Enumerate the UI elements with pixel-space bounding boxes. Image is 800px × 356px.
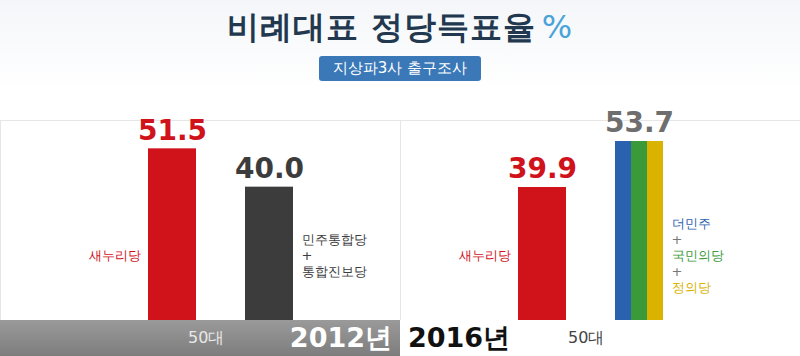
- svg-text:정의당: 정의당: [672, 280, 711, 295]
- html-text:50대: 50대: [188, 328, 225, 347]
- svg-text:40.0: 40.0: [235, 152, 304, 185]
- svg-text:새누리당: 새누리당: [459, 248, 511, 263]
- svg-text:민주통합당: 민주통합당: [302, 232, 367, 247]
- html-text:지상파3사 출구조사: 지상파3사 출구조사: [332, 59, 468, 77]
- svg-text:더민주: 더민주: [672, 216, 711, 231]
- svg-text:+: +: [302, 248, 313, 263]
- html-text:비례대표 정당득표율 %: 비례대표 정당득표율 %: [226, 8, 574, 46]
- svg-text:+: +: [672, 232, 683, 247]
- html-text:2012년: 2012년: [289, 322, 392, 353]
- svg-text:+: +: [672, 264, 683, 279]
- html-text:2016년: 2016년: [408, 322, 511, 353]
- svg-text:53.7: 53.7: [605, 106, 674, 139]
- svg-text:새누리당: 새누리당: [89, 248, 141, 263]
- svg-text:39.9: 39.9: [508, 152, 577, 185]
- html-text:50대: 50대: [568, 328, 605, 347]
- svg-text:통합진보당: 통합진보당: [302, 264, 367, 279]
- svg-text:국민의당: 국민의당: [672, 248, 724, 263]
- svg-text:51.5: 51.5: [138, 114, 207, 147]
